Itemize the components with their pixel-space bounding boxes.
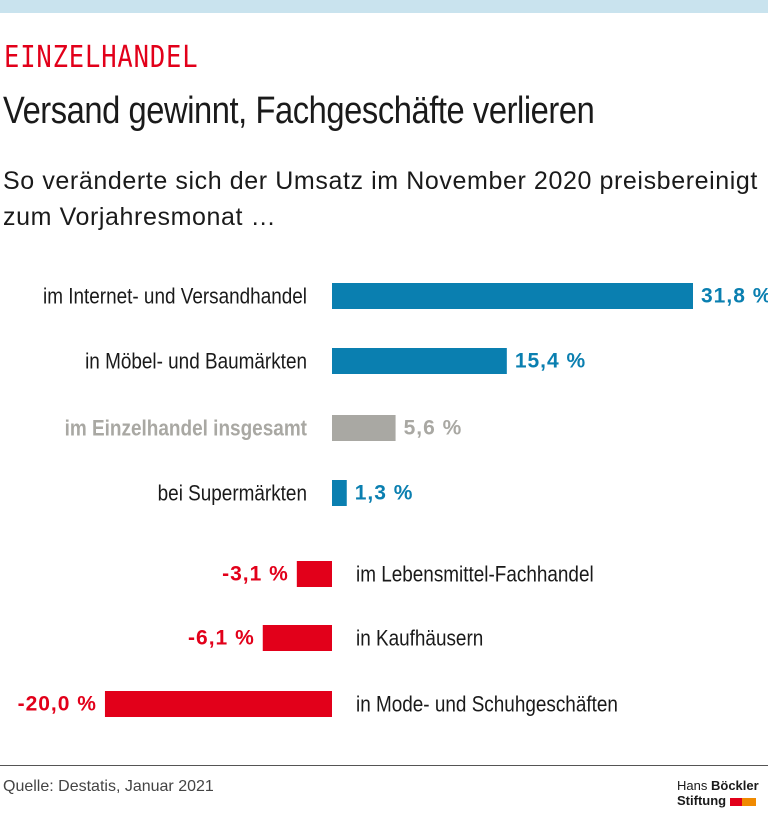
bar xyxy=(104,691,332,717)
category-label: bei Supermärkten xyxy=(158,481,307,506)
value-label: 1,3 % xyxy=(355,482,414,505)
category-label: im Lebensmittel-Fachhandel xyxy=(356,562,594,587)
bar xyxy=(262,625,332,651)
category-label: im Einzelhandel insgesamt xyxy=(65,416,308,441)
bar xyxy=(332,415,396,441)
chart-subtitle: So veränderte sich der Umsatz im Novembe… xyxy=(3,167,758,231)
bar xyxy=(332,348,507,374)
bar xyxy=(332,283,693,309)
value-label: 15,4 % xyxy=(515,350,586,373)
value-label: 5,6 % xyxy=(404,417,463,440)
kicker: EINZELHANDEL xyxy=(4,40,199,75)
logo: Hans Böckler Stiftung xyxy=(677,778,759,808)
source-note: Quelle: Destatis, Januar 2021 xyxy=(3,778,214,795)
value-label: -3,1 % xyxy=(222,563,289,586)
value-label: -6,1 % xyxy=(188,627,255,650)
category-label: in Kaufhäusern xyxy=(356,626,483,651)
top-bar xyxy=(0,0,768,13)
value-label: -20,0 % xyxy=(18,693,97,716)
chart-title: Versand gewinnt, Fachgeschäfte verlieren xyxy=(3,90,595,132)
bar xyxy=(332,480,347,506)
category-label: in Mode- und Schuhgeschäften xyxy=(356,692,618,717)
footer-divider xyxy=(0,765,768,766)
category-label: im Internet- und Versandhandel xyxy=(43,284,307,309)
bar xyxy=(296,561,332,587)
category-label: in Möbel- und Baumärkten xyxy=(85,349,307,374)
value-label: 31,8 % xyxy=(701,285,768,308)
